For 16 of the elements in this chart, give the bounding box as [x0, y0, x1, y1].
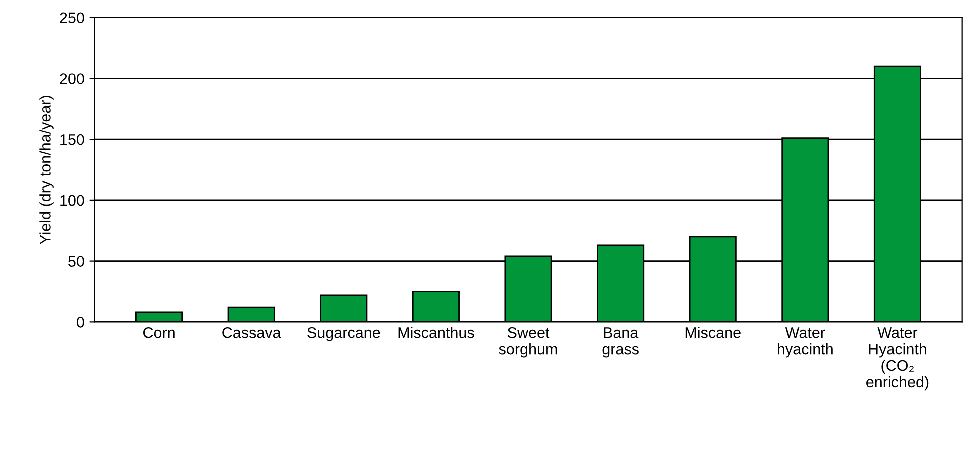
x-tick-label: Water Hyacinth (CO₂ enriched) — [866, 328, 929, 391]
x-tick-label: Miscane — [686, 327, 741, 338]
y-tick-label: 0 — [77, 317, 84, 328]
x-tick-label: Corn — [144, 327, 175, 338]
x-tick-label: Water hyacinth — [778, 328, 833, 358]
x-tick-label: Sweet sorghum — [499, 327, 558, 358]
y-tick-label: 150 — [60, 134, 84, 146]
x-tick-label: Cassava — [222, 327, 282, 338]
x-tick-label: Sugarcane — [308, 327, 380, 342]
x-tick-label: Bana grass — [602, 328, 639, 358]
y-tick-label: 250 — [60, 12, 84, 24]
y-tick-label: 50 — [68, 256, 84, 267]
y-tick-label: 200 — [60, 74, 84, 84]
y-axis-title: Yield (dry ton/ha/year) — [40, 96, 54, 245]
x-tick-label: Miscanthus — [398, 327, 474, 338]
y-tick-label: 100 — [60, 195, 84, 206]
